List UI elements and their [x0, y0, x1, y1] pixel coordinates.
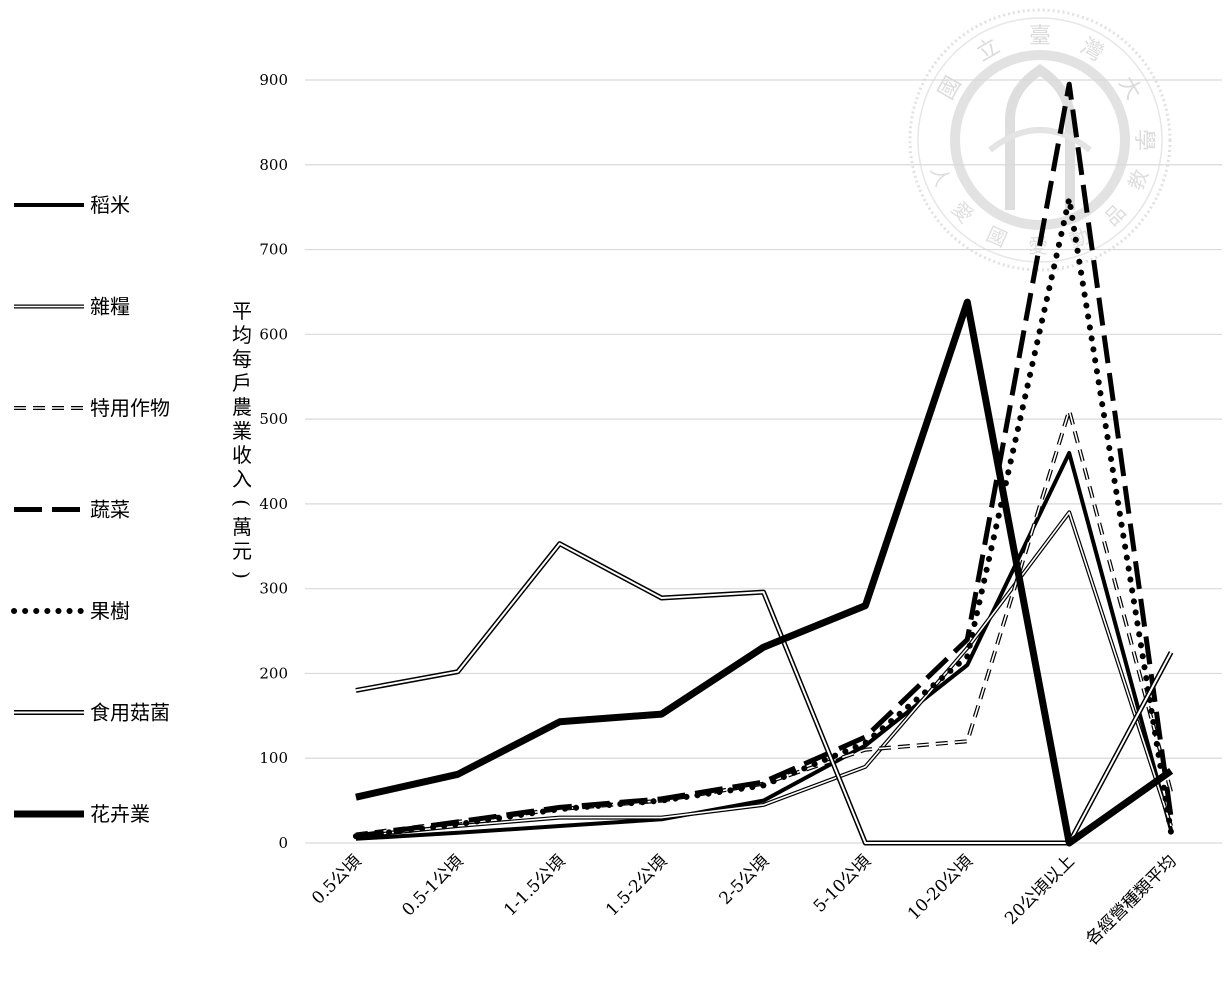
y-axis-label-char: 均	[232, 323, 252, 347]
x-tick-label: 0.5公頃	[308, 851, 365, 908]
x-tick-label: 2-5公頃	[715, 851, 773, 909]
series-path	[355, 542, 1172, 844]
x-tick-label: 20公頃以上	[1001, 851, 1079, 929]
watermark-char: 人	[926, 163, 955, 190]
y-tick-label: 500	[259, 410, 288, 428]
y-tick-label: 100	[259, 749, 288, 767]
legend-item: 稻米	[14, 193, 130, 217]
watermark-char: 學	[1131, 129, 1156, 151]
series-path	[355, 511, 1172, 837]
y-tick-label: 700	[259, 241, 288, 259]
y-axis-label-char: )	[230, 571, 254, 579]
series-line	[355, 510, 1174, 839]
y-tick-label: 900	[259, 71, 288, 89]
watermark-char: 教	[1123, 166, 1153, 194]
y-axis-label-char: (	[230, 499, 254, 507]
x-tick-label: 1-1.5公頃	[500, 851, 569, 920]
x-axis-labels: 0.5公頃 0.5-1公頃 1-1.5公頃 1.5-2公頃 2-5公頃 5-10公頃 10-…	[308, 851, 1180, 949]
legend-label: 稻米	[90, 193, 130, 217]
legend-label: 花卉業	[90, 802, 150, 826]
series-line	[352, 195, 1175, 840]
series-line	[355, 298, 1174, 847]
series-lines	[352, 81, 1175, 847]
y-axis-label-char: 每	[232, 347, 252, 371]
legend-item: 雜糧	[14, 295, 130, 319]
series-path	[355, 81, 1174, 839]
x-tick-label: 各經營種類平均	[1082, 851, 1180, 949]
y-axis-label-char: 收	[232, 443, 252, 467]
y-axis-label-char: 農	[232, 395, 252, 419]
series-line	[355, 408, 1174, 837]
series-path	[352, 195, 1175, 840]
y-tick-label: 800	[259, 156, 288, 174]
y-axis-label-char: 入	[232, 467, 252, 491]
series-path	[355, 409, 1172, 836]
legend-label: 果樹	[90, 599, 130, 623]
series-line	[355, 81, 1174, 839]
y-axis-label-char: 元	[232, 539, 252, 563]
x-tick-label: 10-20公頃	[904, 851, 977, 924]
legend-item: 花卉業	[14, 802, 150, 826]
y-tick-label: 400	[259, 495, 288, 513]
y-tick-label: 200	[259, 664, 288, 682]
x-tick-label: 1.5-2公頃	[602, 851, 671, 920]
y-axis-label-char: 平	[232, 299, 252, 323]
series-line	[355, 541, 1174, 846]
legend-label: 雜糧	[90, 295, 130, 319]
y-axis-label-char: 萬	[232, 515, 252, 539]
legend-item: 蔬菜	[14, 498, 130, 522]
legend-item: 食用菇菌	[14, 701, 170, 725]
watermark-char: 國	[983, 222, 1011, 252]
y-axis-ticks: 0 100 200 300 400 500 600 700 800 900	[259, 71, 288, 852]
series-line	[355, 451, 1174, 841]
legend-label: 蔬菜	[90, 498, 130, 522]
watermark-char: 愛	[1028, 234, 1048, 258]
y-axis-label-char: 業	[232, 419, 252, 443]
x-tick-label: 0.5-1公頃	[398, 851, 467, 920]
legend-item: 特用作物	[14, 396, 170, 420]
series-path	[355, 298, 1174, 847]
x-tick-label: 5-10公頃	[810, 851, 875, 916]
legend-label: 特用作物	[90, 396, 170, 420]
legend-item: 果樹	[11, 599, 130, 623]
y-tick-label: 300	[259, 580, 288, 598]
legend-label: 食用菇菌	[90, 701, 170, 725]
watermark-char: 臺	[1029, 24, 1051, 49]
series-path	[355, 451, 1174, 841]
y-tick-label: 600	[259, 325, 288, 343]
y-axis-label-char: 戶	[232, 371, 252, 395]
y-tick-label: 0	[278, 834, 288, 852]
